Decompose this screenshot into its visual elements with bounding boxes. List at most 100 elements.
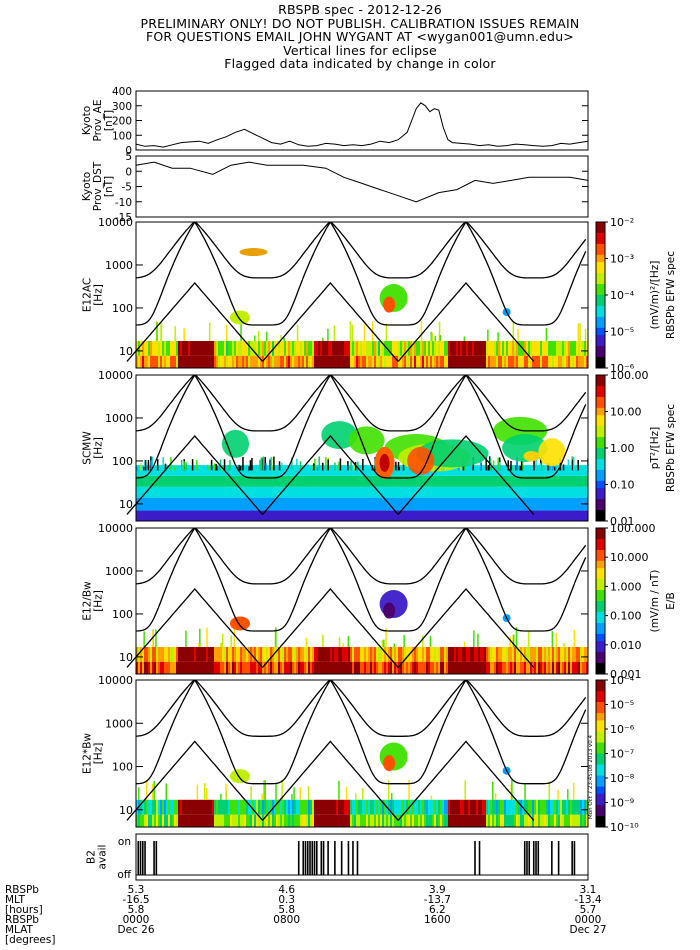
spectrum-stripe — [502, 355, 505, 368]
spectrum-stripe — [512, 355, 515, 368]
spectrum-stripe — [366, 799, 369, 815]
spectrum-stripe — [440, 646, 443, 662]
colorbar-cell — [596, 499, 605, 504]
spectrum-stripe — [394, 340, 397, 356]
y-tick-label: 1000 — [105, 259, 133, 272]
spectrum-stripe — [328, 355, 331, 368]
spectrum-stripe — [356, 340, 359, 356]
spectrum-noise — [545, 328, 548, 341]
spectrum-stripe — [312, 814, 315, 827]
spectrum-stripe — [370, 661, 373, 674]
spectrum-stripe — [342, 646, 345, 662]
spectrum-stripe — [584, 661, 587, 674]
spectrum-stripe — [384, 814, 387, 827]
spectrum-stripe — [520, 646, 523, 662]
spectrum-stripe — [396, 799, 399, 815]
fce-arc — [329, 527, 467, 632]
spectrum-stripe — [450, 799, 453, 815]
spectrum-stripe — [240, 646, 243, 662]
spectrum-stripe — [186, 799, 189, 815]
spectrum-stripe — [244, 340, 247, 356]
spectrum-noise — [345, 786, 348, 800]
spectrum-noise — [498, 461, 501, 471]
spectrum-stripe — [284, 799, 287, 815]
spectrum-stripe — [364, 355, 367, 368]
spectrum-stripe — [314, 355, 317, 368]
spectrum-stripe — [216, 646, 219, 662]
spectrum-stripe — [278, 799, 281, 815]
spectrum-stripe — [306, 814, 309, 827]
spectrum-stripe — [160, 661, 163, 674]
spectrum-stripe — [442, 661, 445, 674]
spectrum-stripe — [380, 814, 383, 827]
spectrum-stripe — [254, 355, 257, 368]
spectrum-stripe — [422, 814, 425, 827]
spectrum-stripe — [180, 799, 183, 815]
spectrum-stripe — [206, 646, 209, 662]
spectrum-stripe — [332, 646, 335, 662]
spectrum-stripe — [580, 799, 583, 815]
spectrum-stripe — [506, 814, 509, 827]
spectrum-stripe — [210, 646, 213, 662]
e12-bw-panel-ylabel: E12/Bw [Hz] — [82, 581, 105, 621]
spectrum-stripe — [354, 814, 357, 827]
spectrum-stripe — [370, 799, 373, 815]
spectrum-band — [136, 497, 588, 511]
spectrum-stripe — [508, 814, 511, 827]
spectrum-stripe — [374, 355, 377, 368]
y-tick-label: off — [117, 869, 131, 881]
hours-value: 6.2 — [429, 904, 446, 916]
ylabel-line: avail — [97, 845, 109, 870]
spectrum-stripe — [234, 646, 237, 662]
spectrum-stripe — [322, 814, 325, 827]
colorbar-cell — [596, 538, 605, 544]
spectrum-stripe — [412, 814, 415, 827]
spectrum-stripe — [388, 646, 391, 662]
colorbar-cell — [596, 316, 605, 322]
spectrum-stripe — [452, 814, 455, 827]
spectrum-stripe — [262, 340, 265, 356]
spectrum-noise — [497, 457, 499, 471]
spectrum-stripe — [374, 799, 377, 815]
spectrum-stripe — [336, 646, 339, 662]
spectrum-stripe — [476, 799, 479, 815]
spectrum-stripe — [244, 355, 247, 368]
spectrum-stripe — [192, 814, 195, 827]
spectrum-stripe — [180, 814, 183, 827]
spectrum-noise — [213, 463, 216, 471]
spectrum-stripe — [368, 355, 371, 368]
spectrum-stripe — [308, 340, 311, 356]
spectrum-stripe — [438, 661, 441, 674]
colorbar-cell — [596, 731, 605, 736]
spectrum-stripe — [202, 340, 205, 356]
spectrum-stripe — [404, 814, 407, 827]
spectrum-noise — [464, 780, 466, 800]
spectrum-stripe — [154, 661, 157, 674]
spectrum-stripe — [296, 355, 299, 368]
spectrum-stripe — [338, 355, 341, 368]
spectrum-stripe — [566, 814, 569, 827]
spectrum-stripe — [158, 814, 161, 827]
spectrum-stripe — [352, 355, 355, 368]
spectrum-stripe — [146, 355, 149, 368]
spectrum-stripe — [368, 799, 371, 815]
colorbar-title-text: RBSPb EFW spec — [665, 251, 677, 339]
spectrum-stripe — [328, 646, 331, 662]
spectrum-stripe — [564, 799, 567, 815]
spectrum-stripe — [448, 799, 451, 815]
spectrum-stripe — [174, 661, 177, 674]
spectrum-stripe — [430, 355, 433, 368]
spectrum-stripe — [366, 661, 369, 674]
spectrum-stripe — [330, 340, 333, 356]
spectrum-stripe — [302, 799, 305, 815]
spectrum-stripe — [568, 646, 571, 662]
spectrum-stripe — [528, 355, 531, 368]
spectrum-noise — [199, 628, 201, 647]
hiss-blob — [229, 616, 250, 631]
y-tick-label: 10000 — [98, 522, 133, 535]
spectrum-stripe — [224, 646, 227, 662]
spectrum-stripe — [380, 340, 383, 356]
spectrum-stripe — [470, 814, 473, 827]
spectrum-stripe — [508, 661, 511, 674]
